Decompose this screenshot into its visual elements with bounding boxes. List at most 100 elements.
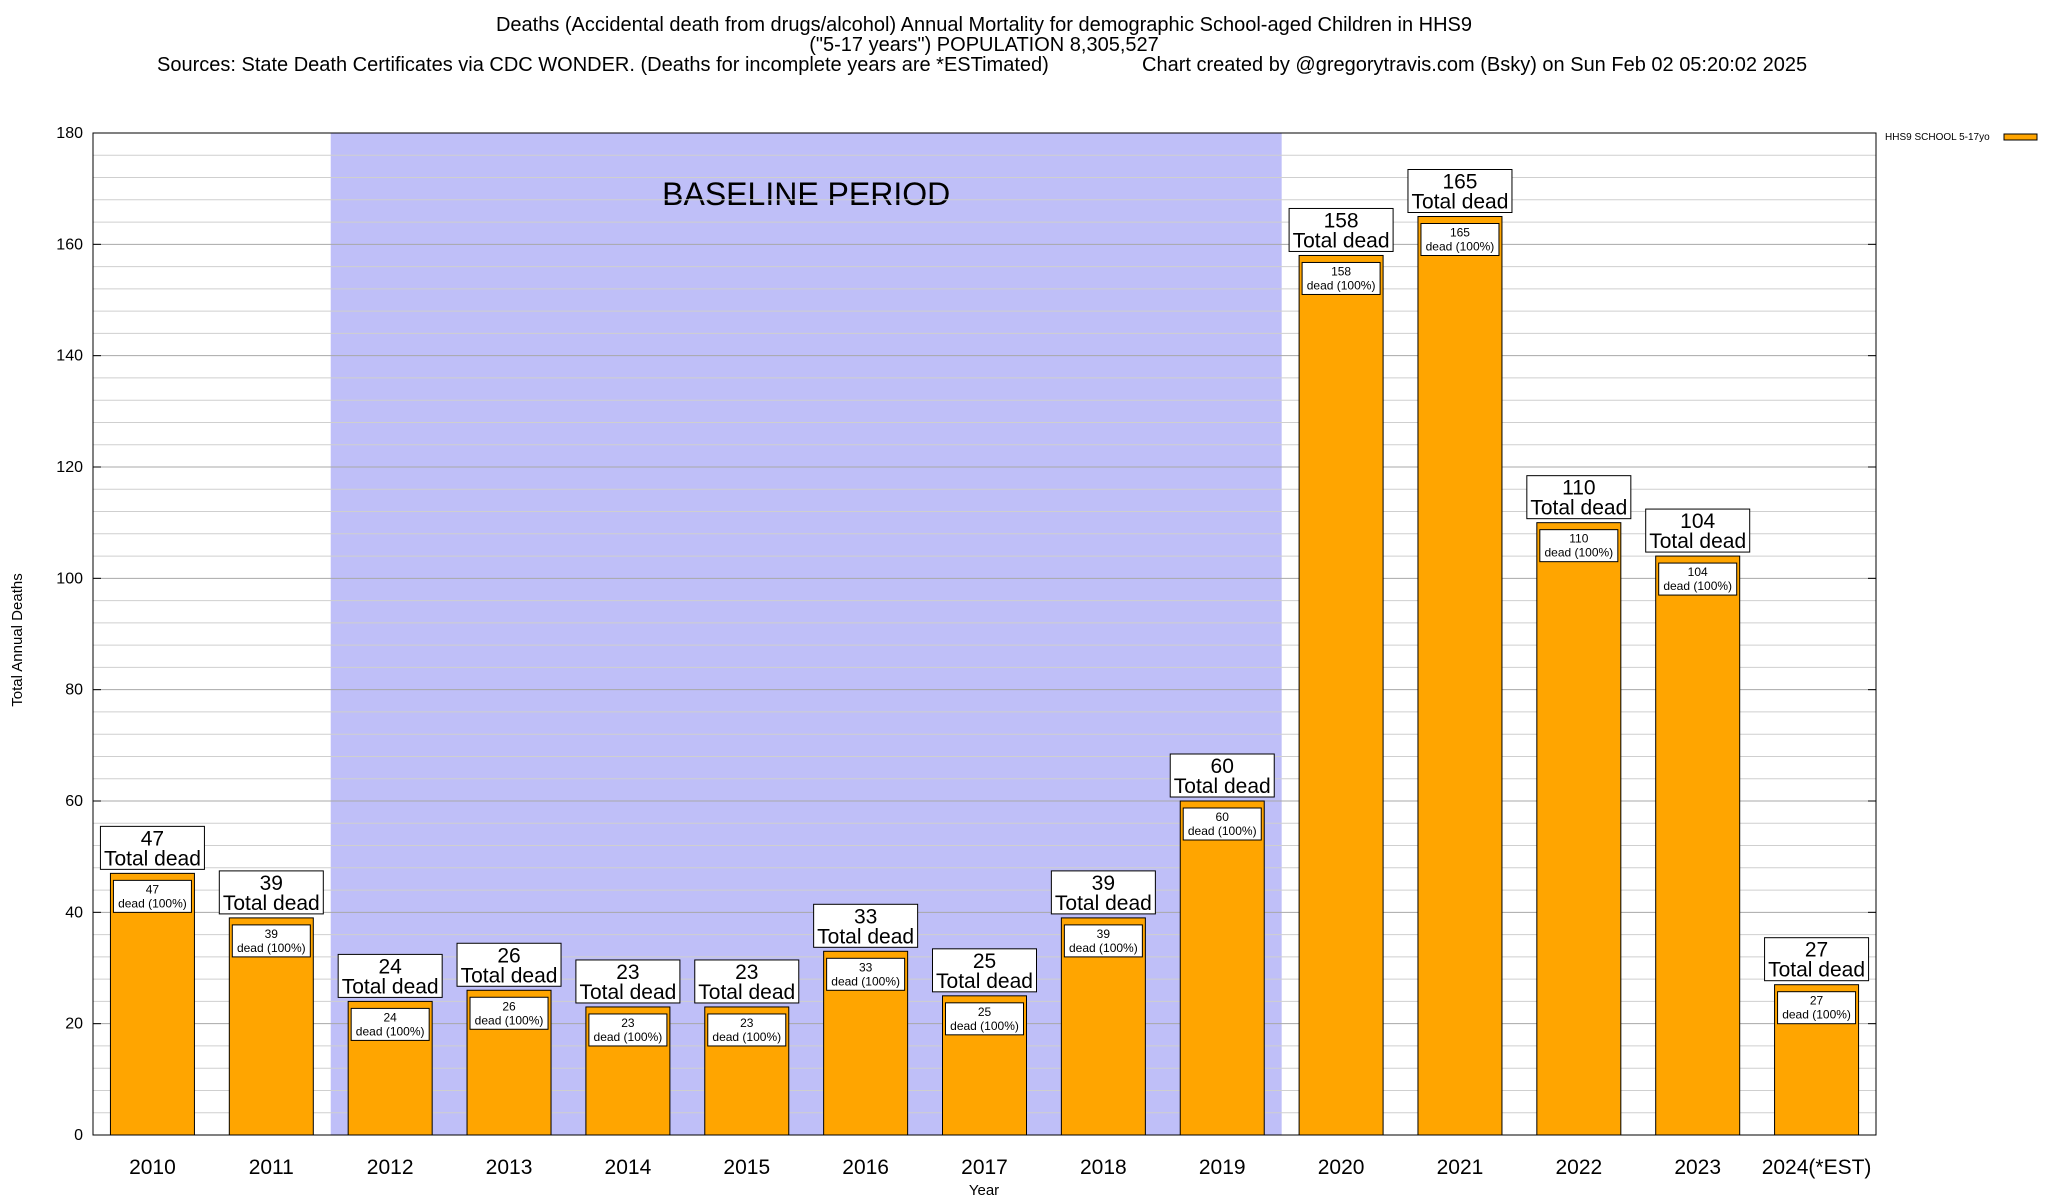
total-label-value: 110 [1562,477,1595,500]
inner-label-value: 104 [1688,565,1708,579]
y-tick-label: 60 [65,793,83,810]
x-tick-label: 2014 [605,1156,652,1179]
inner-label-text: dead (100%) [831,974,900,988]
bar [1536,522,1622,1136]
x-tick-label: 2012 [367,1156,414,1179]
inner-label-box [112,879,192,913]
total-label-value: 158 [1324,209,1359,232]
total-label-box [456,942,562,987]
total-label-value: 23 [735,961,758,984]
inner-label-text: dead (100%) [1188,824,1257,838]
total-label-value: 26 [497,944,520,967]
total-label-text: Total dead [1412,191,1509,214]
chart-sources: Sources: State Death Certificates via CD… [157,54,1049,76]
total-label-value: 39 [1092,872,1115,895]
y-tick-label: 40 [65,904,83,921]
inner-label-text: dead (100%) [1782,1008,1851,1022]
inner-label-text: dead (100%) [237,941,306,955]
y-tick-label: 140 [56,348,83,365]
inner-label-text: dead (100%) [950,1019,1019,1033]
x-tick-label: 2016 [842,1156,889,1179]
total-label-value: 33 [854,905,877,928]
y-tick-label: 20 [65,1016,83,1033]
y-tick-label: 180 [56,125,83,142]
inner-label-value: 158 [1331,264,1351,278]
inner-label-value: 33 [859,960,873,974]
total-label-value: 47 [141,827,164,850]
x-tick-label: 2011 [249,1156,294,1179]
inner-label-value: 39 [265,927,279,941]
chart-title-line-1: Deaths (Accidental death from drugs/alco… [496,14,1472,36]
chart-title-line-2: ("5-17 years") POPULATION 8,305,527 [809,34,1159,56]
bar [1298,254,1384,1136]
total-label-box [694,959,800,1004]
total-label-text: Total dead [104,847,201,870]
inner-label-box [1301,261,1381,295]
total-label-text: Total dead [579,981,676,1004]
inner-label-text: dead (100%) [118,896,187,910]
total-label-text: Total dead [461,964,558,987]
inner-label-value: 165 [1450,226,1470,240]
x-tick-label: 2024(*EST) [1762,1156,1872,1179]
total-label-text: Total dead [1293,229,1390,252]
inner-label-value: 60 [1216,810,1230,824]
inner-label-value: 24 [383,1010,397,1024]
total-label-box [1169,753,1275,798]
inner-label-box [1539,529,1619,563]
total-label-text: Total dead [1174,775,1271,798]
bar [1417,216,1503,1136]
total-label-text: Total dead [1649,530,1746,553]
total-label-box [1050,870,1156,915]
total-label-value: 104 [1680,510,1715,533]
inner-label-box [945,1002,1024,1036]
total-label-value: 23 [616,961,639,984]
inner-label-value: 27 [1810,994,1824,1008]
total-label-value: 25 [973,950,996,973]
inner-label-text: dead (100%) [356,1024,425,1038]
total-label-text: Total dead [936,970,1033,993]
total-label-box [99,825,205,870]
axes: 0 20 40 60 80 100 120 140 160 180 2010 2011 2012 2013… [56,125,1877,1179]
y-tick-label: 100 [56,570,83,587]
inner-label-box [1420,223,1500,256]
inner-label-text: dead (100%) [712,1030,781,1044]
x-tick-label: 2023 [1674,1156,1721,1179]
x-tick-label: 2021 [1437,1156,1484,1179]
x-tick-label: 2015 [723,1156,770,1179]
inner-label-box [469,996,549,1030]
total-label-text: Total dead [223,892,320,915]
y-tick-label: 160 [56,236,83,253]
x-tick-label: 2010 [129,1156,176,1179]
x-axis-title: Year [969,1182,999,1199]
total-label-text: Total dead [1530,497,1627,520]
bar [109,872,195,1136]
x-tick-label: 2022 [1555,1156,1602,1179]
total-label-box [1407,169,1513,213]
x-tick-label: 2020 [1318,1156,1365,1179]
inner-label-text: dead (100%) [1663,579,1732,593]
inner-label-box [1182,807,1262,841]
total-label-value: 39 [260,872,283,895]
total-label-value: 60 [1211,755,1234,778]
total-label-box [1288,207,1394,252]
